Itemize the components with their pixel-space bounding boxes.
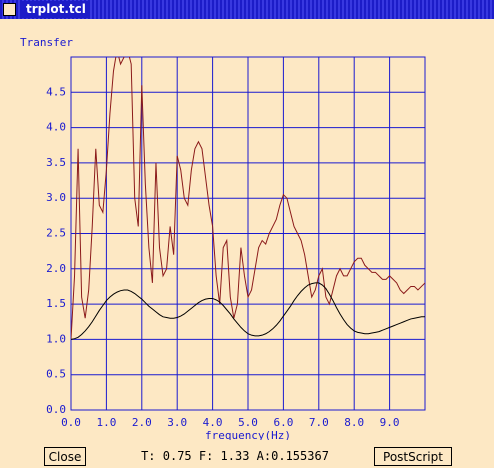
window-title: trplot.tcl xyxy=(22,1,90,18)
y-tick-label: 1.5 xyxy=(46,297,66,310)
plot-area xyxy=(71,57,425,340)
series-line xyxy=(71,57,425,340)
x-tick-label: 1.0 xyxy=(96,416,116,429)
x-tick-label: 9.0 xyxy=(380,416,400,429)
y-tick-label: 3.0 xyxy=(46,191,66,204)
x-tick-label: 7.0 xyxy=(309,416,329,429)
title-bar: trplot.tcl xyxy=(0,0,494,19)
close-button[interactable]: Close xyxy=(44,447,86,466)
x-tick-label: 6.0 xyxy=(273,416,293,429)
series-line xyxy=(71,282,425,340)
y-tick-label: 1.0 xyxy=(46,332,66,345)
y-tick-label: 2.0 xyxy=(46,262,66,275)
x-tick-label: 2.0 xyxy=(132,416,152,429)
y-tick-label: 4.0 xyxy=(46,121,66,134)
postscript-button[interactable]: PostScript xyxy=(374,447,452,466)
x-axis-label: frequency(Hz) xyxy=(205,429,291,440)
y-tick-label: 3.5 xyxy=(46,156,66,169)
x-tick-label: 5.0 xyxy=(238,416,258,429)
x-tick-label: 3.0 xyxy=(167,416,187,429)
y-tick-label: 2.5 xyxy=(46,227,66,240)
status-text: T: 0.75 F: 1.33 A:0.155367 xyxy=(141,449,329,463)
y-tick-label: 0.0 xyxy=(46,403,66,416)
y-tick-label: 4.5 xyxy=(46,85,66,98)
x-tick-label: 0.0 xyxy=(61,416,81,429)
plot: Transfer frequency(Hz) 0.0 0.5 1.0 1.5 2.0 2.… xyxy=(20,36,426,440)
x-tick-label: 8.0 xyxy=(344,416,364,429)
y-tick-label: 0.5 xyxy=(46,368,66,381)
y-axis-label: Transfer xyxy=(20,36,73,49)
window-menu-button[interactable] xyxy=(3,3,16,16)
x-tick-label: 4.0 xyxy=(203,416,223,429)
